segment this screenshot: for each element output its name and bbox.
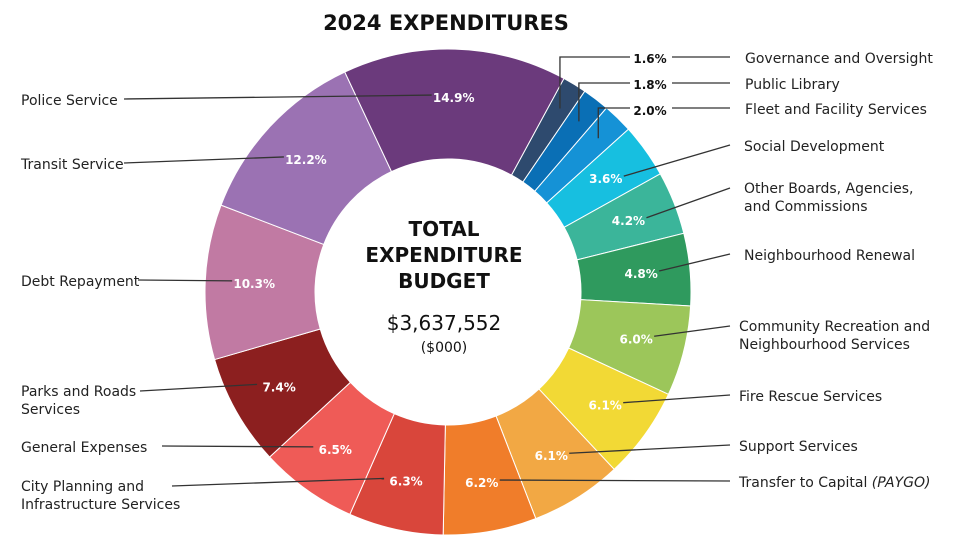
pct-label-fleet-and-facility-services: 2.0%: [633, 104, 666, 118]
category-label-general-expenses: General Expenses: [21, 440, 147, 456]
leader-line-parks-and-roads-services: [139, 383, 258, 392]
leader-line-transfer-to-capital-paygo: [499, 479, 731, 482]
category-label-city-planning-and-infrastructure-services: City Planning and Infrastructure Services: [21, 479, 180, 513]
leader-line-debt-repayment: [137, 279, 233, 282]
pct-label-police-service: 14.9%: [433, 91, 475, 105]
slices-group: [204, 48, 692, 536]
pct-label-city-planning-and-infrastructure-services: 6.3%: [389, 474, 422, 488]
center-total-unit: ($000): [421, 340, 468, 356]
category-label-other-boards-agencies-and-commissions: Other Boards, Agencies, and Commissions: [744, 181, 913, 215]
leader-line-social-development: [623, 144, 731, 177]
pct-label-community-recreation-and-neighbourhood-services: 6.0%: [620, 332, 653, 346]
pct-label-social-development: 3.6%: [589, 172, 622, 186]
category-label-neighbourhood-renewal: Neighbourhood Renewal: [744, 248, 915, 264]
center-title-line-1: TOTAL: [409, 217, 480, 241]
leader-line-fire-rescue-services: [623, 394, 731, 404]
leader-line-support-services: [569, 444, 731, 454]
pct-label-parks-and-roads-services: 7.4%: [262, 380, 295, 394]
leader-line-other-boards-agencies-and-commissions: [646, 187, 731, 219]
pct-label-transfer-to-capital-paygo: 6.2%: [465, 476, 498, 490]
percentage-labels-group: 1.6% 1.8% 2.0% 3.6% 4.2% 4.8% 6.0% 6.1% 6.1% 6.2%…: [233, 52, 666, 490]
leader-line-governance-and-oversight: [559, 56, 730, 109]
leader-line-transit-service: [123, 156, 284, 164]
category-label-debt-repayment: Debt Repayment: [21, 274, 140, 290]
pct-label-public-library: 1.8%: [633, 78, 666, 92]
pct-label-neighbourhood-renewal: 4.8%: [625, 267, 658, 281]
leader-line-public-library: [578, 82, 730, 122]
category-label-transit-service: Transit Service: [20, 157, 124, 173]
pct-label-other-boards-agencies-and-commissions: 4.2%: [612, 214, 645, 228]
category-label-social-development: Social Development: [744, 139, 885, 155]
category-label-transfer-to-capital-paygo: Transfer to Capital (PAYGO): [738, 475, 930, 491]
leader-lines-group: [123, 56, 731, 487]
category-label-community-recreation-and-neighbourhood-services: Community Recreation and Neighbourhood Se…: [739, 319, 930, 353]
leader-line-neighbourhood-renewal: [659, 253, 731, 272]
slice-police-service: [344, 48, 565, 176]
center-title-line-2: EXPENDITURE: [365, 243, 522, 267]
pct-label-debt-repayment: 10.3%: [233, 277, 275, 291]
category-label-public-library: Public Library: [745, 77, 840, 93]
chart-title: 2024 EXPENDITURES: [323, 11, 569, 35]
leader-line-general-expenses: [161, 445, 314, 448]
leader-line-city-planning-and-infrastructure-services: [171, 477, 385, 487]
center-total-value: $3,637,552: [387, 311, 502, 335]
pct-label-fire-rescue-services: 6.1%: [589, 399, 622, 413]
center-title-line-3: BUDGET: [398, 269, 490, 293]
center-summary: TOTAL EXPENDITURE BUDGET $3,637,552 ($00…: [365, 217, 522, 356]
category-label-police-service: Police Service: [21, 93, 118, 109]
category-label-support-services: Support Services: [739, 439, 858, 455]
pct-label-transit-service: 12.2%: [285, 153, 327, 167]
leader-line-community-recreation-and-neighbourhood-services: [654, 325, 731, 337]
category-label-governance-and-oversight: Governance and Oversight: [745, 51, 933, 67]
category-label-parks-and-roads-services: Parks and Roads Services: [21, 384, 136, 418]
category-label-fleet-and-facility-services: Fleet and Facility Services: [745, 102, 927, 118]
pct-label-support-services: 6.1%: [535, 449, 568, 463]
pct-label-general-expenses: 6.5%: [319, 443, 352, 457]
category-label-fire-rescue-services: Fire Rescue Services: [739, 389, 882, 405]
leader-line-fleet-and-facility-services: [597, 107, 730, 139]
leader-line-police-service: [123, 94, 432, 100]
pct-label-governance-and-oversight: 1.6%: [633, 52, 666, 66]
category-labels-group: Governance and Oversight Public Library Fl…: [20, 51, 933, 513]
